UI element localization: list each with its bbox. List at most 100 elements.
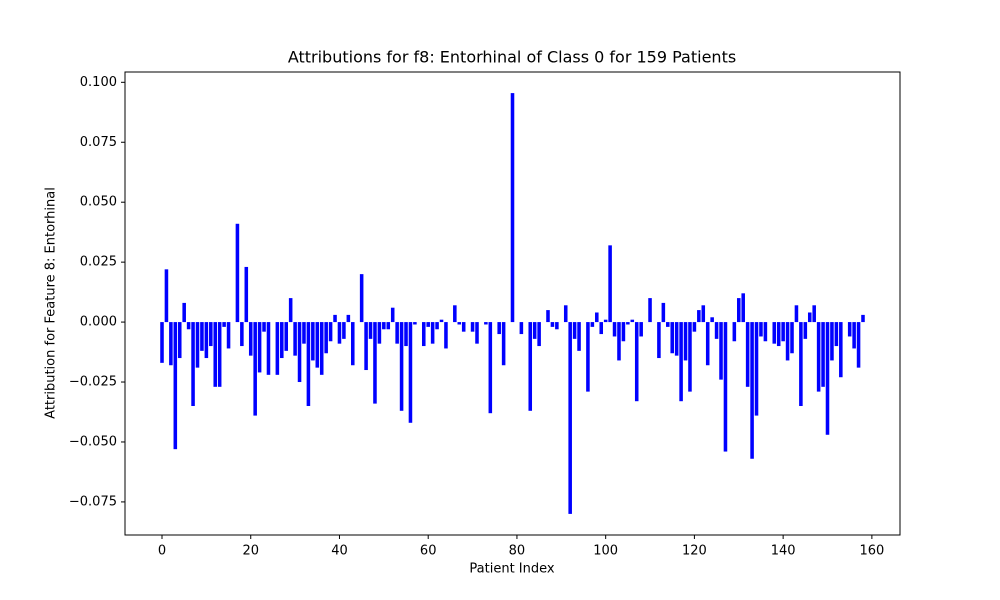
x-tick-label: 80 [509, 544, 526, 559]
bar [555, 322, 559, 330]
bar [173, 322, 178, 450]
bar [324, 322, 328, 354]
bar [785, 322, 790, 361]
bar [240, 322, 244, 347]
bar [488, 322, 493, 414]
bar [528, 322, 533, 411]
bar [191, 322, 195, 407]
bar [834, 322, 839, 347]
bar [621, 322, 626, 342]
bar [754, 322, 759, 416]
y-tick-label: −0.075 [69, 494, 117, 509]
bar [435, 322, 439, 330]
bar [453, 305, 457, 323]
bar [280, 322, 284, 359]
bar [430, 322, 435, 344]
bar [257, 322, 262, 373]
bar [701, 305, 706, 323]
y-tick-label: −0.025 [69, 375, 117, 390]
bar [612, 322, 617, 337]
bar [772, 322, 777, 344]
bar [200, 322, 204, 351]
bar [563, 305, 568, 323]
bar [639, 322, 643, 337]
bar [825, 322, 830, 435]
bar [217, 322, 222, 387]
bar [697, 310, 701, 323]
bar [484, 322, 488, 325]
bar [333, 314, 337, 323]
bar [293, 322, 297, 356]
bar [568, 322, 572, 514]
bar [226, 322, 231, 349]
bar [807, 312, 812, 323]
bar [799, 322, 803, 407]
bar [803, 322, 808, 339]
bar [160, 322, 164, 363]
bar [546, 310, 550, 323]
bar [368, 322, 373, 339]
bar [222, 322, 226, 327]
bar [776, 322, 781, 347]
y-tick-label: 0.025 [80, 255, 117, 270]
bar [670, 322, 674, 354]
bar [328, 322, 333, 342]
bar [674, 322, 679, 356]
bar [457, 322, 462, 325]
bar [714, 322, 719, 339]
bar [497, 322, 501, 335]
bar [186, 322, 191, 330]
bar [745, 322, 750, 387]
bar [781, 322, 785, 342]
bar [297, 322, 302, 383]
bar [688, 322, 692, 392]
bar [195, 322, 200, 368]
bar [510, 93, 515, 323]
bar [359, 274, 364, 323]
bar [719, 322, 723, 380]
bar [408, 322, 413, 423]
bar [288, 298, 293, 323]
bar [399, 322, 404, 411]
bar [284, 322, 289, 351]
bar [444, 322, 448, 349]
bar [470, 322, 475, 332]
bar [634, 322, 639, 402]
bar [692, 322, 697, 332]
bar [763, 322, 768, 342]
x-tick-label: 40 [331, 544, 348, 559]
bar [169, 322, 173, 366]
bar [164, 269, 169, 323]
bar [608, 245, 612, 323]
bar [794, 305, 799, 323]
x-tick-label: 0 [158, 544, 166, 559]
bar [847, 322, 852, 337]
bar [501, 322, 506, 366]
bar [821, 322, 825, 387]
bar [852, 322, 856, 349]
y-tick-label: 0.000 [80, 315, 117, 330]
bar [262, 322, 266, 332]
bar [386, 322, 391, 330]
x-tick-label: 60 [420, 544, 437, 559]
bar [595, 312, 599, 323]
bar [235, 223, 240, 323]
bar [550, 322, 555, 327]
bar [266, 322, 271, 375]
bar [182, 302, 186, 323]
x-tick-label: 140 [771, 544, 796, 559]
bar [630, 319, 635, 323]
bar [705, 322, 710, 366]
bar [736, 298, 741, 323]
bar [244, 266, 249, 323]
bar [315, 322, 320, 368]
bar [790, 322, 794, 354]
bar [421, 322, 426, 347]
x-tick-label: 20 [242, 544, 259, 559]
bar [475, 322, 479, 344]
bar [586, 322, 590, 392]
bar [404, 322, 408, 347]
bar [364, 322, 368, 371]
bar [626, 322, 630, 325]
bar [346, 314, 351, 323]
